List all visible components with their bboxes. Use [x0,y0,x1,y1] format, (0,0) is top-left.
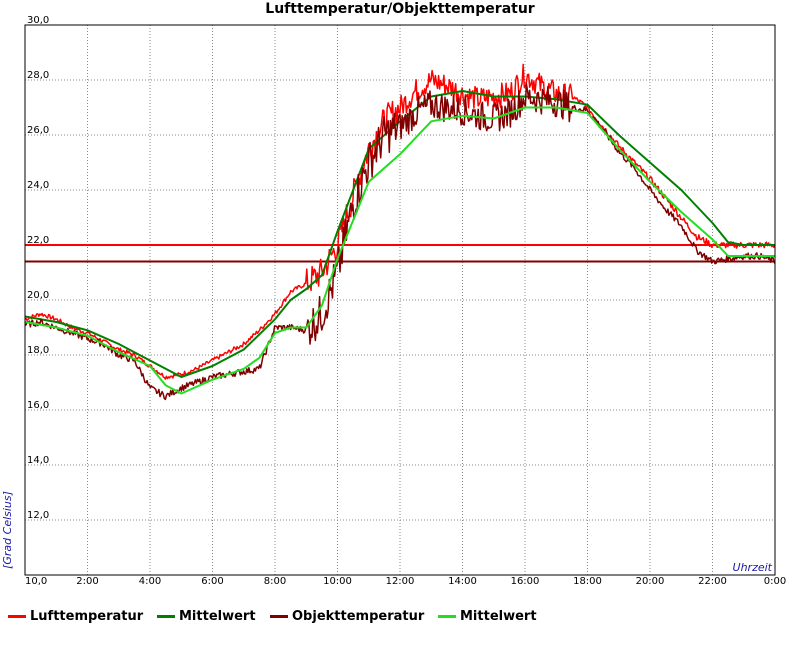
x-tick-label: 18:00 [573,576,602,587]
legend-swatch [8,614,26,618]
series-line [24,82,776,401]
y-axis-ticks: 12,0 14,0 16,0 18,0 20,0 22,0 24,0 26,0 28,0 30,0 [27,15,49,521]
legend-item-objekttemperatur: Objekttemperatur [270,606,424,626]
y-tick-label: 30,0 [27,15,49,26]
x-axis-label: Uhrzeit [733,561,773,574]
y-axis-label: [Grad Celsius] [1,491,14,569]
series-1 [24,90,775,378]
legend-swatch [438,614,456,618]
x-tick-label: 6:00 [201,576,223,587]
y-tick-label: 22,0 [27,235,49,246]
y-tick-label: 26,0 [27,125,49,136]
plot-frame [24,24,776,576]
x-tick-label: 10,0 [25,576,47,587]
x-tick-label: 10:00 [323,576,352,587]
x-tick-label: 12:00 [386,576,415,587]
y-tick-label: 18,0 [27,345,49,356]
grid-lines [25,25,775,575]
y-tick-label: 14,0 [27,455,49,466]
y-tick-label: 16,0 [27,400,49,411]
legend-item-mittelwert-luft: Mittelwert [157,606,256,626]
series-line [24,106,775,395]
legend: Lufttemperatur Mittelwert Objekttemperat… [0,606,800,630]
chart-title: Lufttemperatur/Objekttemperatur [265,1,535,17]
legend-label: Mittelwert [460,608,537,624]
legend-swatch [270,614,288,618]
x-tick-label: 14:00 [448,576,477,587]
legend-item-mittelwert-objekt: Mittelwert [438,606,537,626]
series-3 [24,106,775,395]
x-tick-label: 8:00 [264,576,286,587]
y-tick-label: 12,0 [27,510,49,521]
x-tick-label: 0:00 [764,576,786,587]
y-tick-label: 28,0 [27,70,49,81]
x-axis-ticks: 10,0 2:00 4:00 6:00 8:00 10:00 12:00 14:00 16:00… [25,576,786,587]
legend-label: Mittelwert [179,608,256,624]
series-line [24,90,775,378]
legend-label: Lufttemperatur [30,608,144,624]
legend-label: Objekttemperatur [292,608,425,624]
legend-item-lufttemperatur: Lufttemperatur [8,606,143,626]
y-tick-label: 24,0 [27,180,49,191]
reference-lines [25,244,775,263]
temperature-chart: Lufttemperatur/Objekttemperatur 12,0 14,0… [1,1,786,587]
x-tick-label: 4:00 [139,576,161,587]
x-tick-label: 16:00 [511,576,540,587]
legend-swatch [157,614,175,618]
series-2 [24,82,776,401]
x-tick-label: 20:00 [636,576,665,587]
y-tick-label: 20,0 [27,290,49,301]
x-tick-label: 2:00 [76,576,98,587]
series-layer [24,63,776,401]
x-tick-label: 22:00 [698,576,727,587]
